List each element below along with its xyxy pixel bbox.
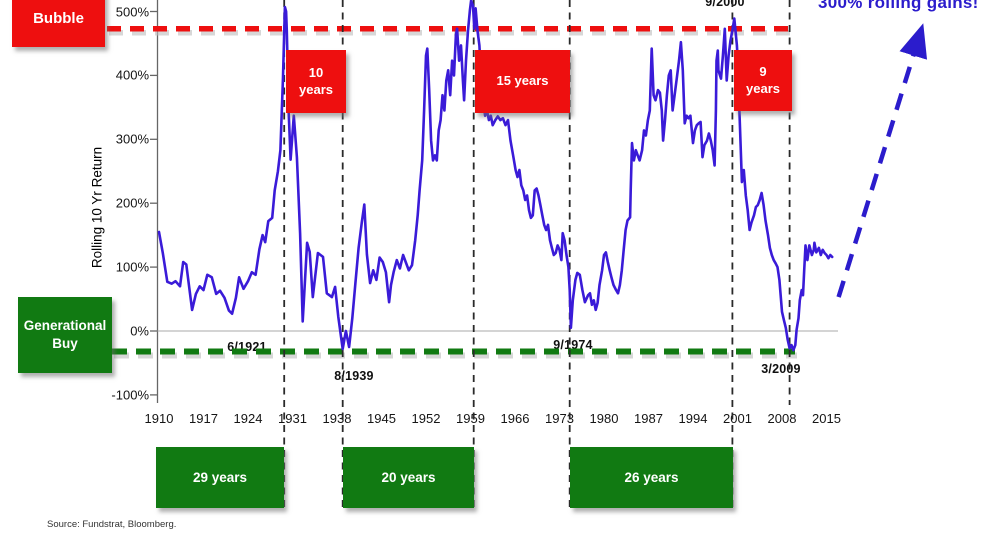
- annotation-trough-2009: 3/2009: [761, 362, 801, 376]
- series-line: [157, 0, 834, 352]
- y-tick-label: 300%: [115, 131, 149, 147]
- x-tick-label: 1987: [634, 411, 663, 426]
- x-tick-label: 1966: [500, 411, 530, 426]
- projection-arrow: [836, 23, 928, 298]
- y-tick-label: -100%: [111, 387, 149, 403]
- x-tick-label: 1959: [456, 411, 485, 426]
- y-tick-label: 200%: [115, 195, 149, 211]
- y-tick-label: 500%: [115, 4, 149, 19]
- y-tick-label: 100%: [115, 259, 149, 275]
- x-tick-label: 1973: [545, 411, 574, 426]
- x-tick-label: 2015: [812, 411, 841, 426]
- x-tick-label: 1945: [367, 411, 396, 426]
- x-tick-label: 1917: [189, 411, 218, 426]
- x-tick-label: 1924: [233, 411, 263, 426]
- x-tick-label: 1910: [144, 411, 174, 426]
- x-tick-label: 1994: [678, 411, 708, 426]
- x-tick-label: 2008: [767, 411, 797, 426]
- annotation-trough-1939: 8/1939: [334, 369, 374, 383]
- y-tick-label: 0%: [130, 323, 149, 339]
- annotation-peak-2000: 9/2000: [705, 0, 745, 9]
- x-tick-label: 1952: [411, 411, 441, 426]
- x-tick-label: 1938: [322, 411, 352, 426]
- x-tick-label: 1980: [589, 411, 619, 426]
- x-tick-label: 1931: [278, 411, 307, 426]
- y-tick-label: 400%: [115, 67, 149, 83]
- x-tick-label: 2001: [723, 411, 752, 426]
